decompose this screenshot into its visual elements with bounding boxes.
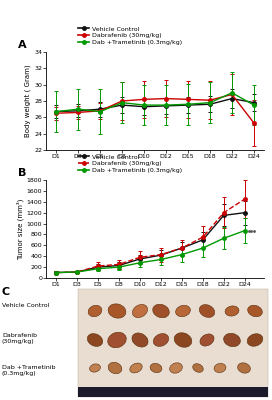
Legend: Vehicle Control, Dabrafenib (30mg/kg), Dab +Trametinib (0.3mg/kg): Vehicle Control, Dabrafenib (30mg/kg), D… [75, 152, 184, 176]
Ellipse shape [248, 305, 262, 317]
Ellipse shape [170, 363, 182, 373]
Ellipse shape [225, 306, 239, 316]
Text: Dabrafenib
(30mg/kg): Dabrafenib (30mg/kg) [2, 333, 37, 344]
Ellipse shape [108, 362, 122, 374]
Ellipse shape [247, 334, 263, 346]
Ellipse shape [132, 333, 148, 347]
Ellipse shape [87, 334, 103, 346]
Text: C: C [2, 287, 10, 297]
Bar [78, 289, 268, 397]
Ellipse shape [193, 364, 203, 372]
Ellipse shape [200, 334, 214, 346]
Ellipse shape [88, 305, 102, 317]
Bar [78, 387, 268, 397]
Ellipse shape [132, 304, 147, 318]
Text: B: B [18, 168, 26, 178]
Ellipse shape [153, 304, 169, 318]
Ellipse shape [108, 304, 126, 318]
Ellipse shape [130, 363, 142, 373]
Text: A: A [18, 40, 27, 50]
Text: Vehicle Control: Vehicle Control [2, 303, 50, 308]
Ellipse shape [89, 364, 100, 372]
Ellipse shape [176, 305, 190, 317]
Ellipse shape [214, 364, 226, 372]
Ellipse shape [174, 333, 192, 347]
Ellipse shape [150, 363, 162, 373]
Legend: Vehicle Control, Dabrafenib (30mg/kg), Dab +Trametinib (0.3mg/kg): Vehicle Control, Dabrafenib (30mg/kg), D… [75, 24, 184, 48]
Ellipse shape [224, 333, 240, 347]
Ellipse shape [199, 304, 215, 318]
Y-axis label: Body weight ( Gram): Body weight ( Gram) [25, 65, 31, 137]
Ellipse shape [108, 332, 126, 348]
Ellipse shape [153, 334, 169, 346]
Ellipse shape [238, 363, 250, 373]
Text: Dab +Trametinib
(0.3mg/kg): Dab +Trametinib (0.3mg/kg) [2, 365, 55, 376]
Y-axis label: Tumor size (mm³): Tumor size (mm³) [16, 198, 24, 260]
